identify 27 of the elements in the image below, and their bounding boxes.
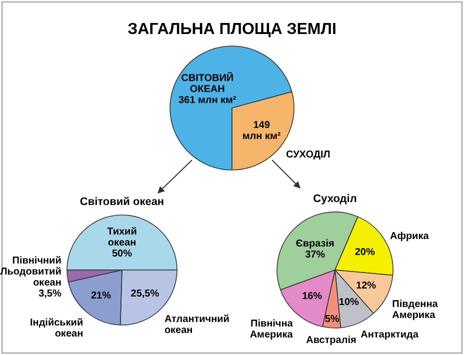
slice-label: Тихий океан [107,226,137,248]
data-label: 10% [338,296,360,308]
slice-label: Австралія [306,334,356,346]
chart-title: ЗАГАЛЬНА ПЛОЩА ЗЕМЛІ [128,21,336,38]
slice-label: СВІТОВИЙ ОКЕАН [181,70,234,95]
data-label: 5% [324,314,340,325]
data-label: 149 млн км² [242,120,282,142]
slice-label: Північна Америка [250,318,294,340]
data-label: 20% [354,246,376,258]
slice-label: Євразія [296,238,335,250]
slice-label: Північний Льодовитий океан [0,255,62,288]
data-label: 50% [112,248,132,260]
data-label: 3,5% [38,288,62,300]
slice-label: Індійський океан [30,317,84,340]
data-label: 21% [90,290,112,302]
chart-title: Суходіл [313,193,357,205]
data-label: 12% [356,280,376,292]
data-label: 16% [302,290,322,302]
data-label: 37% [305,249,326,260]
slice-label: Південна Америка [392,298,438,320]
slice-label: Антарктида [360,329,419,340]
slice-label: Атлантичний океан [164,314,230,336]
slice-label: Африка [390,230,430,242]
slice-label: СУХОДІЛ [286,149,330,160]
chart-title: Світовий океан [80,196,164,208]
data-label: 361 млн км² [178,94,237,106]
data-label: 25,5% [130,288,160,300]
